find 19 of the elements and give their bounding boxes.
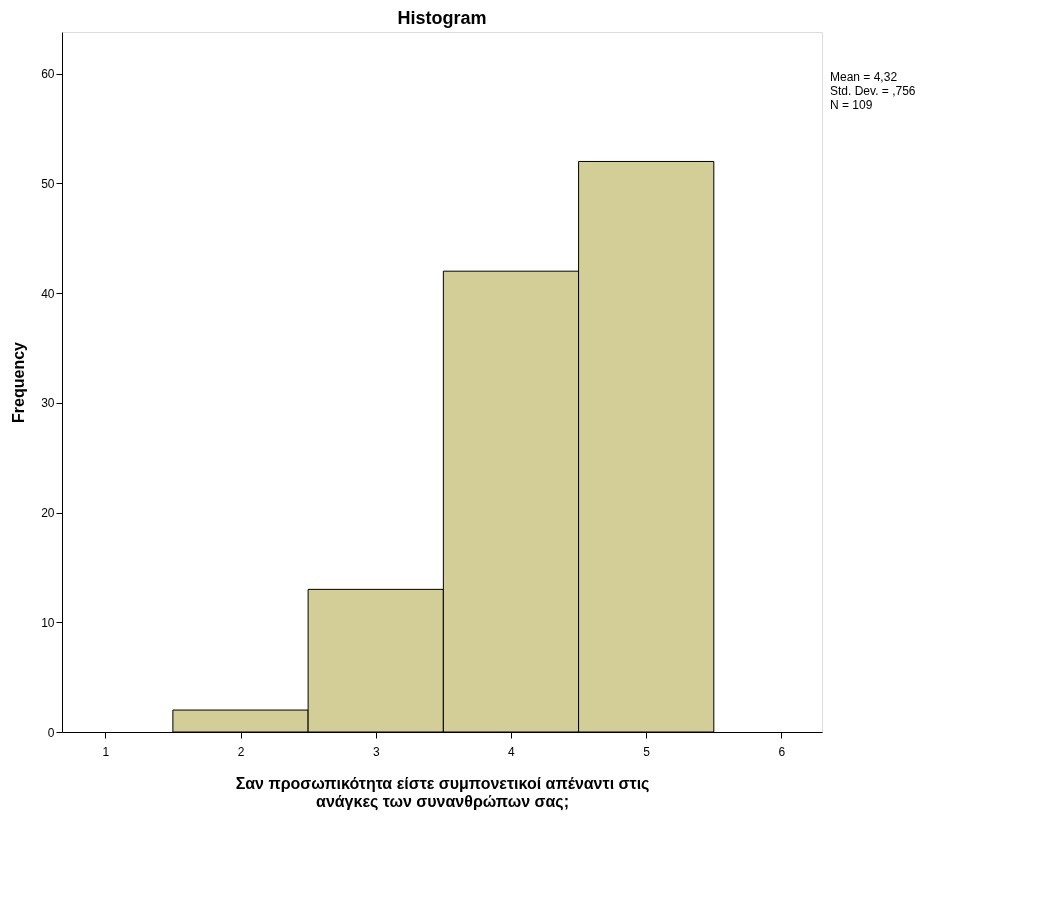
x-tick-label: 5 [643,744,651,759]
x-tick-label: 4 [508,744,516,759]
chart-title: Histogram [397,8,487,28]
x-tick-label: 6 [778,744,786,759]
text: Mean = 4,32 [830,70,898,84]
text: Std. Dev. = ,756 [830,84,916,98]
x-tick-label: 2 [237,744,245,759]
y-tick-label: 40 [41,286,55,301]
y-tick-label: 30 [41,396,55,411]
x-axis-title: Σαν προσωπικότητα είστε συμπονετικοί απέναντι στις ανάγκες των συνανθρώπων σας; [235,774,650,811]
y-tick-label: 50 [41,176,55,191]
y-tick-label: 60 [41,67,55,82]
y-tick-label: 10 [41,615,55,630]
y-axis-title: Frequency [10,341,28,423]
x-tick-label: 1 [102,744,110,759]
x-tick-label: 3 [372,744,380,759]
y-tick-label: 0 [47,725,55,740]
y-tick-label: 20 [41,506,55,521]
text: N = 109 [830,98,873,112]
